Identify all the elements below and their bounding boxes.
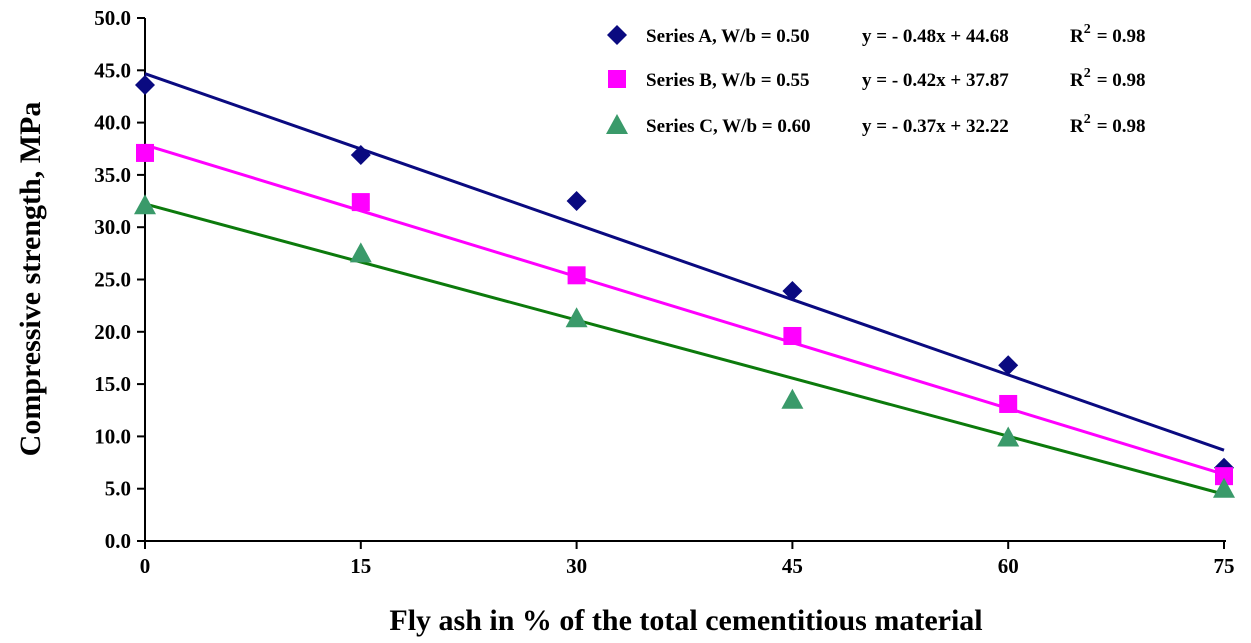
data-point-series-b	[999, 394, 1018, 413]
legend-label-series-c: Series C, W/b = 0.60	[646, 116, 811, 137]
ticks: 0.0 5.0 10.0 15.0 20.0 25.0 30.0 35.0 40.0 45.0 50…	[94, 6, 1234, 578]
x-tick-label: 60	[998, 554, 1019, 578]
legend-r2-series-b: R2 = 0.98	[1070, 66, 1146, 91]
y-tick-label: 0.0	[105, 529, 131, 553]
trendline-series-a	[144, 72, 1225, 452]
legend-r2-series-c: R2 = 0.98	[1070, 112, 1146, 137]
data-point-series-a	[782, 281, 803, 302]
y-axis-title: Compressive strength, MPa	[14, 102, 47, 457]
y-tick-label: 10.0	[94, 424, 131, 448]
data-point-series-a	[350, 145, 371, 166]
trendline-series-c	[144, 202, 1225, 496]
trendline-series-b	[144, 143, 1225, 476]
x-tick-label: 0	[140, 554, 151, 578]
data-point-series-c	[134, 194, 156, 215]
y-tick-label: 5.0	[105, 477, 131, 501]
legend-r2-series-a: R2 = 0.98	[1070, 22, 1146, 47]
legend-label-series-b: Series B, W/b = 0.55	[646, 70, 810, 91]
data-point-series-b	[567, 266, 586, 285]
data-point-series-b	[136, 143, 154, 162]
r2-value: = 0.98	[1097, 116, 1146, 137]
trendlines	[144, 72, 1225, 496]
y-tick-label: 15.0	[94, 372, 131, 396]
data-point-series-c	[349, 242, 372, 263]
legend: Series A, W/b = 0.50 y = - 0.48x + 44.68 R…	[606, 22, 1146, 137]
x-tick-label: 45	[782, 554, 803, 578]
r2-superscript: 2	[1084, 66, 1091, 81]
y-tick-label: 20.0	[94, 320, 131, 344]
legend-marker-series-b	[608, 70, 626, 88]
data-point-series-b	[351, 193, 370, 212]
x-tick-label: 15	[350, 554, 371, 578]
r2-label: R	[1070, 116, 1084, 137]
data-point-series-c	[997, 426, 1020, 447]
legend-equation-series-b: y = - 0.42x + 37.87	[862, 70, 1009, 91]
data-point-series-c	[781, 388, 804, 409]
data-point-series-c	[565, 307, 588, 328]
x-axis-title: Fly ash in % of the total cementitious m…	[389, 604, 982, 637]
y-tick-label: 50.0	[94, 6, 131, 30]
r2-value: = 0.98	[1097, 26, 1146, 47]
y-tick-label: 45.0	[94, 58, 131, 82]
x-tick-label: 30	[566, 554, 587, 578]
y-tick-label: 35.0	[94, 163, 131, 187]
data-point-series-a	[135, 74, 155, 95]
r2-value: = 0.98	[1097, 70, 1146, 91]
legend-marker-series-c	[606, 114, 628, 134]
r2-label: R	[1070, 70, 1084, 91]
r2-label: R	[1070, 26, 1084, 47]
legend-equation-series-a: y = - 0.48x + 44.68	[862, 26, 1009, 47]
data-point-series-b	[783, 326, 802, 345]
r2-superscript: 2	[1084, 112, 1091, 127]
legend-marker-series-a	[607, 25, 627, 45]
x-tick-label: 75	[1214, 554, 1235, 578]
y-tick-label: 30.0	[94, 215, 131, 239]
y-tick-label: 25.0	[94, 268, 131, 292]
r2-superscript: 2	[1084, 22, 1091, 37]
data-point-series-b	[1215, 467, 1233, 486]
axes	[144, 18, 1226, 542]
data-point-series-c	[1213, 477, 1235, 498]
y-tick-label: 40.0	[94, 111, 131, 135]
data-point-series-a	[998, 355, 1019, 376]
legend-equation-series-c: y = - 0.37x + 32.22	[862, 116, 1009, 137]
data-point-series-a	[566, 191, 587, 212]
legend-label-series-a: Series A, W/b = 0.50	[646, 26, 810, 47]
markers	[134, 74, 1235, 498]
